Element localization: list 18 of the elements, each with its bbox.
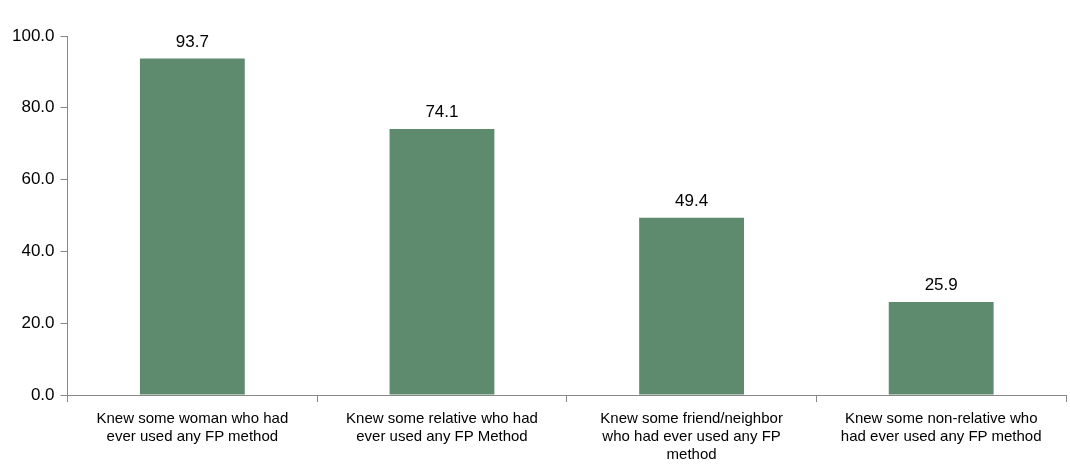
x-tick-label: Knew some friend/neighbor who had ever used any FP method [600, 409, 783, 463]
y-tick-label: 100.0 [11, 25, 55, 45]
x-tick-label: Knew some relative who had ever used any FP Method [346, 409, 538, 445]
data-label: 93.7 [175, 31, 209, 51]
y-tick-label: 20.0 [21, 312, 55, 332]
y-tick-label: 60.0 [21, 169, 55, 189]
data-label: 74.1 [425, 102, 459, 122]
y-tick-label: 0.0 [30, 384, 55, 404]
y-tick-label: 40.0 [21, 241, 55, 261]
data-label: 25.9 [924, 275, 958, 295]
y-tick-label: 80.0 [21, 97, 55, 117]
bar [888, 302, 994, 395]
x-tick-label: Knew some woman who had ever used any FP method [96, 409, 289, 445]
bar [639, 217, 744, 395]
data-label: 49.4 [675, 190, 709, 210]
bar [139, 58, 245, 395]
bar [389, 128, 495, 395]
x-tick-label: Knew some non-relative who had ever used any FP method [840, 409, 1042, 445]
